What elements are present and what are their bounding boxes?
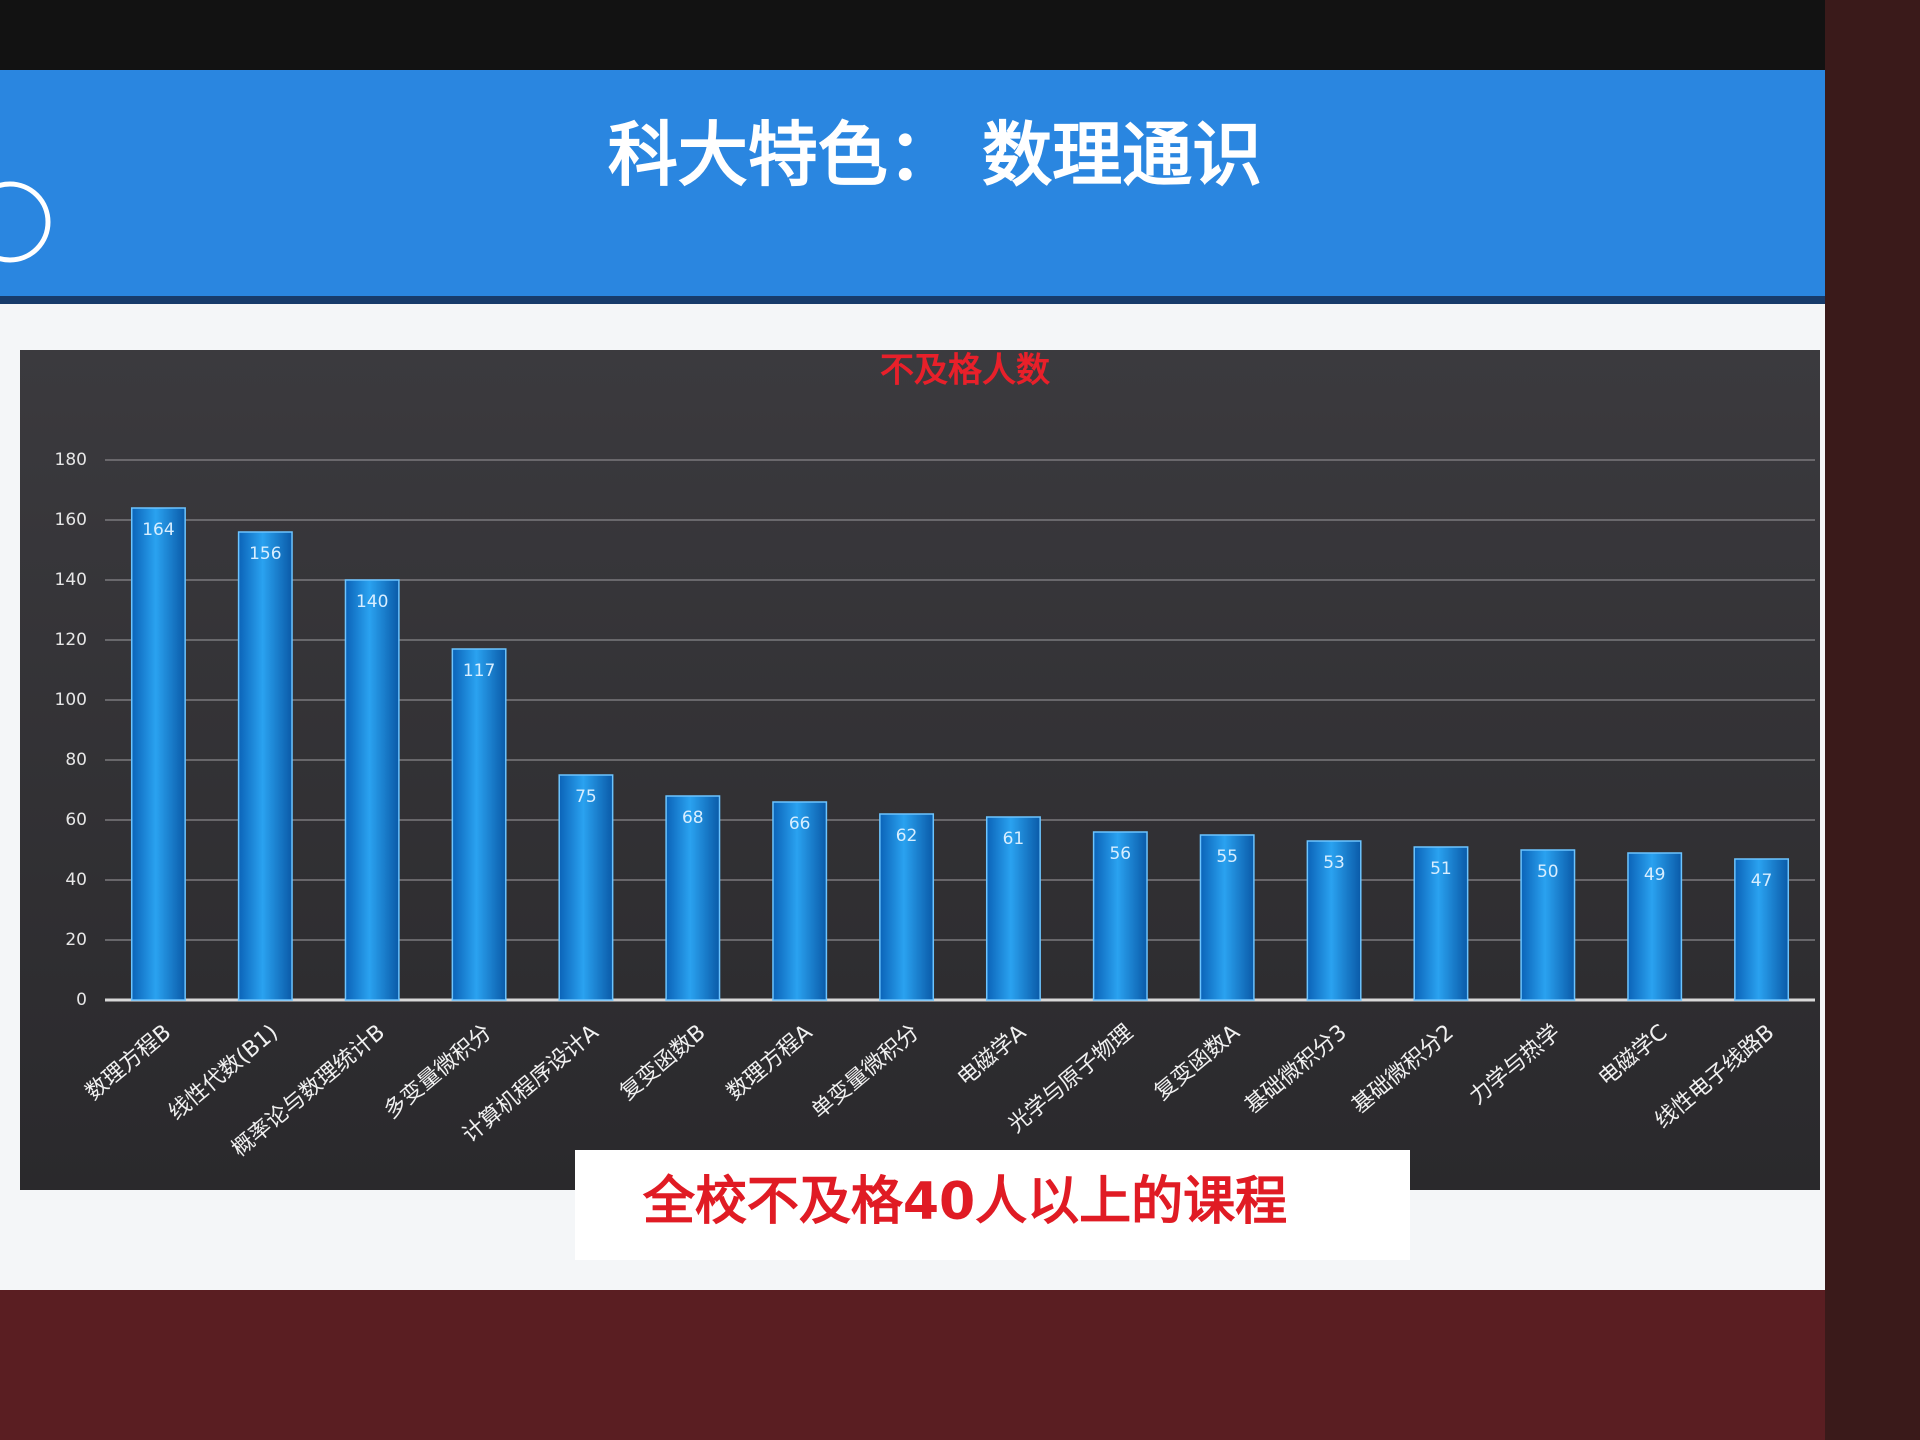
slide-title: 科大特色： 数理通识 xyxy=(608,114,1262,196)
value-label: 53 xyxy=(1323,853,1345,873)
value-label: 49 xyxy=(1644,865,1666,885)
value-label: 164 xyxy=(142,520,174,540)
bar xyxy=(1520,849,1576,1001)
value-label: 117 xyxy=(463,661,495,681)
y-tick-label: 20 xyxy=(65,930,87,950)
stage-floor xyxy=(0,1290,1825,1440)
bar xyxy=(1627,852,1683,1001)
header-band xyxy=(0,70,1825,300)
bar xyxy=(665,795,721,1001)
value-label: 47 xyxy=(1751,871,1773,891)
value-label: 66 xyxy=(789,814,811,834)
value-label: 56 xyxy=(1109,844,1131,864)
bar xyxy=(1734,858,1790,1001)
chart-area xyxy=(20,350,1820,1190)
bar xyxy=(558,774,614,1001)
caption-box xyxy=(575,1150,1410,1260)
value-label: 75 xyxy=(575,787,597,807)
bar xyxy=(237,531,293,1001)
y-tick-label: 140 xyxy=(55,570,87,590)
value-label: 55 xyxy=(1216,847,1238,867)
y-tick-label: 80 xyxy=(65,750,87,770)
value-label: 140 xyxy=(356,592,388,612)
value-label: 62 xyxy=(896,826,918,846)
y-tick-label: 40 xyxy=(65,870,87,890)
bar xyxy=(1413,846,1469,1001)
bar xyxy=(1199,834,1255,1001)
value-label: 61 xyxy=(1003,829,1025,849)
y-tick-label: 120 xyxy=(55,630,87,650)
value-label: 68 xyxy=(682,808,704,828)
bar xyxy=(130,507,186,1001)
y-tick-label: 0 xyxy=(76,990,87,1010)
bar xyxy=(451,648,507,1001)
bar xyxy=(1306,840,1362,1001)
y-tick-label: 160 xyxy=(55,510,87,530)
wall xyxy=(1825,0,1920,1440)
header-rule xyxy=(0,296,1825,304)
bar xyxy=(344,579,400,1001)
value-label: 50 xyxy=(1537,862,1559,882)
bar xyxy=(879,813,935,1001)
bar xyxy=(772,801,828,1001)
bar xyxy=(985,816,1041,1001)
chart-title: 不及格人数 xyxy=(880,351,1050,391)
caption: 全校不及格40人以上的课程 xyxy=(642,1172,1287,1232)
logo xyxy=(0,181,51,263)
y-tick-label: 100 xyxy=(55,690,87,710)
y-tick-label: 180 xyxy=(55,450,87,470)
y-tick-label: 60 xyxy=(65,810,87,830)
value-label: 51 xyxy=(1430,859,1452,879)
value-label: 156 xyxy=(249,544,281,564)
bar xyxy=(1092,831,1148,1001)
